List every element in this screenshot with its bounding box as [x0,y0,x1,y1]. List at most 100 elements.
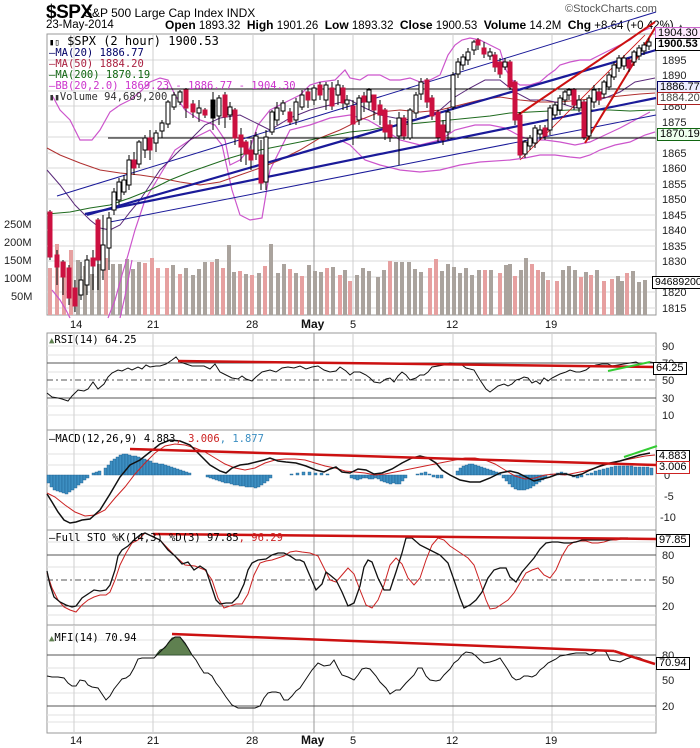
sto-value-tag: 97.85 [656,534,690,547]
legend-bb-text: BB(20,2.0) 1869.23 - 1886.77 - 1904.30 [55,80,296,92]
svg-text:1820: 1820 [662,287,686,299]
rsi-resistance [177,359,657,369]
mfi-axis: 80 50 20 [662,650,674,713]
volume-value: 14.2M [529,20,562,32]
legend-bb: —BB(20,2.0) 1869.23 - 1886.77 - 1904.30 [49,81,296,92]
svg-text:19: 19 [545,735,557,747]
sto-d-label: , 96.29 [238,532,283,544]
legend-ma20: —MA(20) 1886.77 [49,48,296,59]
svg-text:5: 5 [350,735,356,747]
line-swatch-icon: — [49,433,56,445]
price-panel: 1895 1890 1880 1875 1865 1860 1855 1850 … [4,11,686,319]
volume-bars-icon: ▮▮ [49,93,60,103]
svg-text:1835: 1835 [662,241,686,253]
svg-text:14: 14 [70,735,82,747]
stockcharts-watermark: ©StockCharts.com [565,3,657,15]
chg-label: Chg [567,18,592,32]
svg-text:20: 20 [662,701,674,713]
svg-text:1865: 1865 [662,148,686,160]
svg-text:1845: 1845 [662,210,686,222]
mfi-value-tag: 70.94 [656,657,690,670]
legend-symbol-text: $SPX (2 hour) 1900.53 [67,34,219,48]
svg-text:80: 80 [662,550,674,562]
sto-resistance [152,532,657,541]
ma200-tag: 1870.19 [657,128,700,141]
svg-text:30: 30 [662,393,674,405]
date-axis-bottom: 14 21 28 May 5 12 19 [70,733,557,747]
svg-text:200M: 200M [4,237,32,249]
rsi-panel: 90 70 50 30 10 [46,332,674,431]
ohlc-summary: Open 1893.32 High 1901.26 Low 1893.32 Cl… [165,18,685,32]
rsi-green-trend [607,361,651,372]
svg-text:28: 28 [246,735,258,747]
high-label: High [246,18,274,32]
svg-text:50: 50 [662,675,674,687]
svg-text:21: 21 [147,735,159,747]
symbol-title: $SPX [46,2,93,23]
svg-text:0: 0 [664,470,670,482]
macd-axis: 0 -5 -10 [660,470,676,524]
sto-legend: —Full STO %K(14,3) %D(3) 97.85, 96.29 [49,532,283,544]
legend-ma50: —MA(50) 1884.20 [49,59,296,70]
macd-hist-label: , 1.877 [219,433,264,445]
svg-text:1890: 1890 [662,70,686,82]
macd-resistance [129,447,657,467]
svg-text:May: May [301,733,325,747]
sto-panel: 80 50 20 [46,529,674,626]
date-axis-top: 14 21 28 May 5 12 19 [70,317,557,331]
macd-legend: —MACD(12,26,9) 4.883, 3.006, 1.877 [49,433,264,445]
svg-text:90: 90 [662,341,674,353]
rsi-legend: ▲RSI(14) 64.25 [49,334,137,346]
macd-green-trend [623,445,658,458]
svg-text:10: 10 [662,410,674,422]
candlesticks [47,38,652,312]
svg-text:50: 50 [662,575,674,587]
legend-ma20-text: MA(20) 1886.77 [55,47,144,59]
svg-text:12: 12 [446,735,458,747]
svg-text:May: May [301,317,325,331]
svg-text:1840: 1840 [662,225,686,237]
svg-text:1850: 1850 [662,194,686,206]
close-value: 1900.53 [435,20,478,32]
legend-volume-text: Volume 94,689,200 [59,91,168,103]
line-swatch-icon: — [49,532,56,544]
high-value: 1901.26 [276,20,319,32]
macd-signal-line [46,443,656,517]
volume-bars [48,244,647,315]
svg-text:50: 50 [662,375,674,387]
line-swatch-icon: — [49,69,56,81]
legend-ma50-text: MA(50) 1884.20 [55,58,144,70]
close-label: Close [399,18,433,32]
macd-signal-label: , 3.006 [175,433,220,445]
low-label: Low [324,18,349,32]
macd-panel: 0 -5 -10 [46,429,676,531]
svg-text:12: 12 [446,319,458,331]
candle-icon: ▮▯ [49,38,60,48]
svg-text:1830: 1830 [662,256,686,268]
sto-d-line [46,532,629,613]
ma20-line [46,77,656,231]
svg-text:250M: 250M [4,219,32,231]
mfi-resistance [171,632,615,653]
rsi-label: RSI(14) 64.25 [54,334,137,346]
svg-text:1895: 1895 [662,55,686,67]
svg-text:14: 14 [70,319,82,331]
line-swatch-icon: — [49,47,56,59]
mountain-icon: ▲ [49,634,55,644]
low-value: 1893.32 [351,20,394,32]
mfi-panel: 80 50 20 [46,624,674,734]
volume-tag: 94689200 [652,276,700,289]
open-value: 1893.32 [198,20,241,32]
svg-text:-10: -10 [660,512,676,524]
price-axis: 1895 1890 1880 1875 1865 1860 1855 1850 … [662,55,686,315]
svg-text:150M: 150M [4,255,32,267]
up-arrow-icon: ▲ [677,22,685,31]
macd-signal-tag: 3.006 [656,461,690,474]
legend-ma200-text: MA(200) 1870.19 [55,69,151,81]
sto-k-line [46,532,628,609]
mfi-legend: ▲MFI(14) 70.94 [49,632,137,644]
volume-axis: 250M 200M 150M 100M 50M [4,219,32,303]
mfi-line [46,636,647,709]
symbol-name: S&P 500 Large Cap Index INDX [84,6,255,20]
